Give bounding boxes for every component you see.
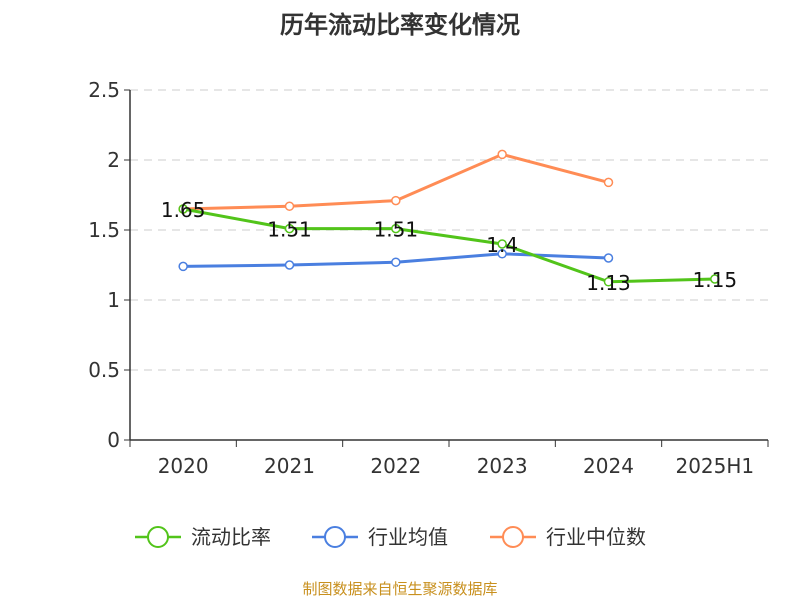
data-point[interactable] [391, 223, 401, 234]
data-label: 1.15 [693, 268, 738, 292]
legend-item[interactable]: 流动比率 [135, 525, 271, 549]
legend-label: 行业均值 [368, 525, 448, 549]
data-point[interactable] [497, 149, 507, 160]
y-tick-label: 1 [107, 288, 120, 312]
legend-marker-icon [324, 526, 346, 548]
source-note: 制图数据来自恒生聚源数据库 [302, 580, 497, 598]
data-label: 1.65 [161, 198, 206, 222]
legend-item[interactable]: 行业中位数 [490, 525, 646, 549]
y-tick-label: 2 [107, 148, 120, 172]
data-point[interactable] [284, 260, 295, 270]
legend-marker-icon [502, 526, 524, 548]
x-tick-label: 2023 [477, 454, 528, 478]
x-tick-label: 2024 [583, 454, 634, 478]
data-point[interactable] [391, 195, 401, 206]
x-tick-label: 2020 [158, 454, 209, 478]
data-label: 1.51 [267, 218, 312, 242]
legend-label: 行业中位数 [546, 525, 646, 549]
data-point[interactable] [603, 177, 614, 188]
data-point[interactable] [284, 223, 295, 234]
data-point[interactable] [497, 249, 507, 259]
legend-marker-icon [147, 526, 169, 548]
series-line [182, 207, 715, 284]
y-tick-label: 2.5 [88, 78, 120, 102]
legend-item[interactable]: 行业均值 [312, 525, 448, 549]
data-point[interactable] [284, 201, 295, 211]
data-point[interactable] [710, 274, 720, 284]
data-point[interactable] [178, 204, 188, 214]
x-tick-label: 2021 [264, 454, 315, 478]
y-tick-label: 1.5 [88, 218, 120, 242]
y-tick-label: 0.5 [88, 358, 120, 382]
data-point[interactable] [603, 253, 614, 263]
data-point[interactable] [603, 277, 614, 287]
data-point[interactable] [391, 257, 401, 267]
y-tick-label: 0 [107, 428, 120, 452]
data-point[interactable] [497, 239, 507, 249]
x-tick-label: 2025H1 [675, 454, 754, 478]
data-label: 1.4 [486, 233, 518, 257]
x-tick-label: 2022 [370, 454, 421, 478]
legend-label: 流动比率 [191, 525, 271, 549]
data-point[interactable] [178, 261, 188, 272]
data-label: 1.13 [586, 271, 631, 295]
chart-title: 历年流动比率变化情况 [280, 11, 520, 39]
data-label: 1.51 [374, 218, 419, 242]
